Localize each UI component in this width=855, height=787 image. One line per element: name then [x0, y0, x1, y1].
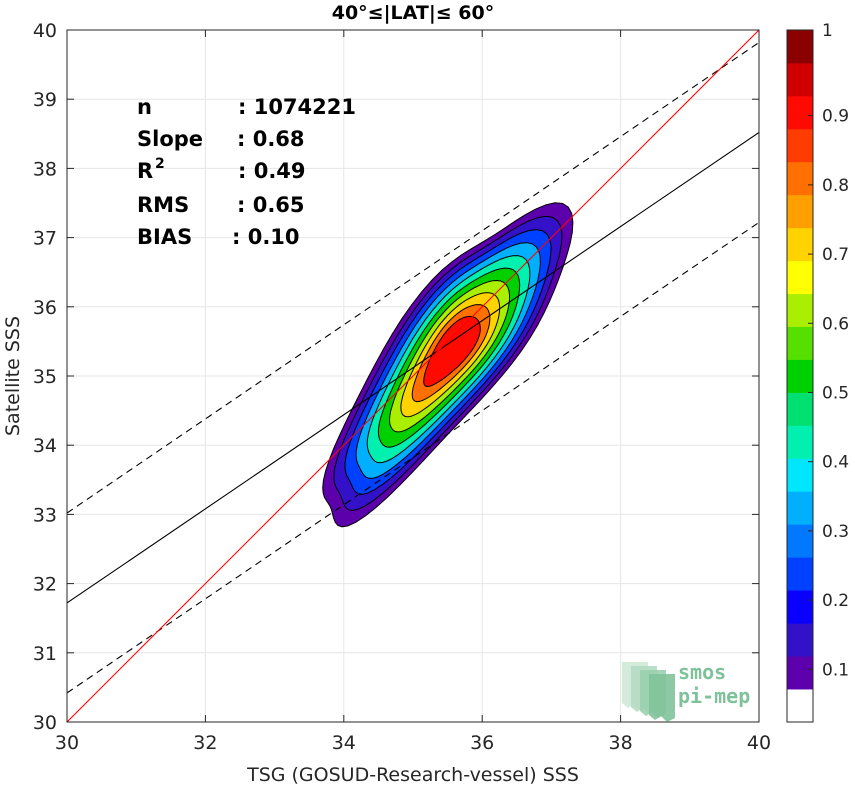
- x-axis-label: TSG (GOSUD-Research-vessel) SSS: [246, 764, 579, 786]
- colorbar-segment: [787, 30, 813, 64]
- colorbar-segment: [787, 524, 813, 558]
- stat-label-bias: BIAS: [137, 225, 192, 249]
- y-tick-label: 38: [33, 158, 57, 180]
- stat-label-n: n: [137, 95, 152, 119]
- y-tick-label: 33: [33, 504, 57, 526]
- colorbar-segment: [787, 293, 813, 327]
- y-tick-label: 37: [33, 228, 57, 250]
- upper-dashed-line: [67, 42, 759, 514]
- colorbar-segment: [787, 62, 813, 97]
- logo-stripe: [649, 674, 675, 722]
- colorbar-segment: [787, 326, 813, 360]
- y-tick-label: 32: [33, 574, 57, 596]
- y-tick-label: 39: [33, 89, 57, 111]
- stat-label-r: R: [137, 159, 153, 183]
- colorbar-tick-label: 0.9: [822, 107, 849, 127]
- density-contours: [322, 202, 574, 528]
- y-axis-label: Satellite SSS: [2, 316, 24, 436]
- x-axis-ticks: 30 32 34 36 38 40: [55, 30, 771, 754]
- x-tick-label: 32: [193, 732, 217, 754]
- colorbar-segment: [787, 491, 813, 525]
- colorbar-segment: [787, 128, 813, 163]
- colorbar-tick-label: 1: [822, 21, 833, 41]
- colorbar-segment: [787, 623, 813, 657]
- colorbar-tick-label: 0.1: [822, 660, 849, 680]
- stat-value: : 0.65: [237, 193, 305, 217]
- colorbar-tick-label: 0.2: [822, 591, 849, 611]
- colorbar-segment: [787, 425, 813, 459]
- colorbar-frame: [786, 29, 814, 723]
- regression-line: [67, 131, 759, 604]
- y-tick-label: 31: [33, 643, 57, 665]
- y-axis-ticks: 30 31 32 33 34 35 36 37 38 39 40: [33, 20, 759, 734]
- y-tick-label: 40: [33, 20, 57, 42]
- colorbar-segment: [787, 392, 813, 426]
- colorbar-segment: [787, 359, 813, 393]
- colorbar-tick-label: 0.8: [822, 176, 849, 196]
- x-tick-label: 34: [332, 732, 356, 754]
- colorbar-tick-label: 0.5: [822, 383, 849, 403]
- stat-value: : 0.49: [238, 159, 306, 183]
- stat-label-rms: RMS: [137, 193, 189, 217]
- colorbar-segment: [787, 590, 813, 624]
- colorbar: 0.1 0.2 0.3 0.4 0.5 0.6 0.7 0.8 0.9 1: [786, 21, 849, 723]
- colorbar-segment: [787, 656, 813, 690]
- identity-line: [67, 30, 759, 722]
- colorbar-segment: [787, 689, 813, 723]
- colorbar-segment: [787, 161, 813, 196]
- colorbar-segment: [787, 95, 813, 130]
- x-tick-label: 36: [470, 732, 494, 754]
- y-tick-label: 36: [33, 297, 57, 319]
- chart-title: 40°≤|LAT|≤ 60°: [332, 2, 495, 24]
- stat-label-slope: Slope: [137, 127, 203, 151]
- logo-text-smos: smos: [678, 660, 726, 684]
- reference-lines: [67, 30, 759, 722]
- colorbar-tick-label: 0.7: [822, 245, 849, 265]
- stat-value: : 0.10: [232, 225, 300, 249]
- y-tick-label: 35: [33, 366, 57, 388]
- colorbar-segment: [787, 260, 813, 295]
- logo-text-pimep: pi-mep: [678, 684, 750, 708]
- x-tick-label: 30: [55, 732, 79, 754]
- stat-value: : 0.68: [237, 127, 305, 151]
- colorbar-tick-label: 0.3: [822, 522, 849, 542]
- stat-label-superscript: 2: [155, 156, 165, 172]
- colorbar-segment: [787, 458, 813, 492]
- stat-value: : 1074221: [238, 95, 356, 119]
- density-contour-level: [423, 315, 481, 388]
- lower-dashed-line: [67, 221, 759, 694]
- colorbar-tick-label: 0.4: [822, 453, 849, 473]
- colorbar-segment: [787, 227, 813, 262]
- y-tick-label: 34: [33, 435, 57, 457]
- colorbar-segment: [787, 557, 813, 591]
- statistics-block: n : 1074221 Slope : 0.68 R 2 : 0.49 RMS : 0.65 BI…: [137, 95, 356, 249]
- colorbar-segment: [787, 194, 813, 229]
- colorbar-tick-label: 0.6: [822, 314, 849, 334]
- y-tick-label: 30: [33, 712, 57, 734]
- x-tick-label: 38: [609, 732, 633, 754]
- x-tick-label: 40: [747, 732, 771, 754]
